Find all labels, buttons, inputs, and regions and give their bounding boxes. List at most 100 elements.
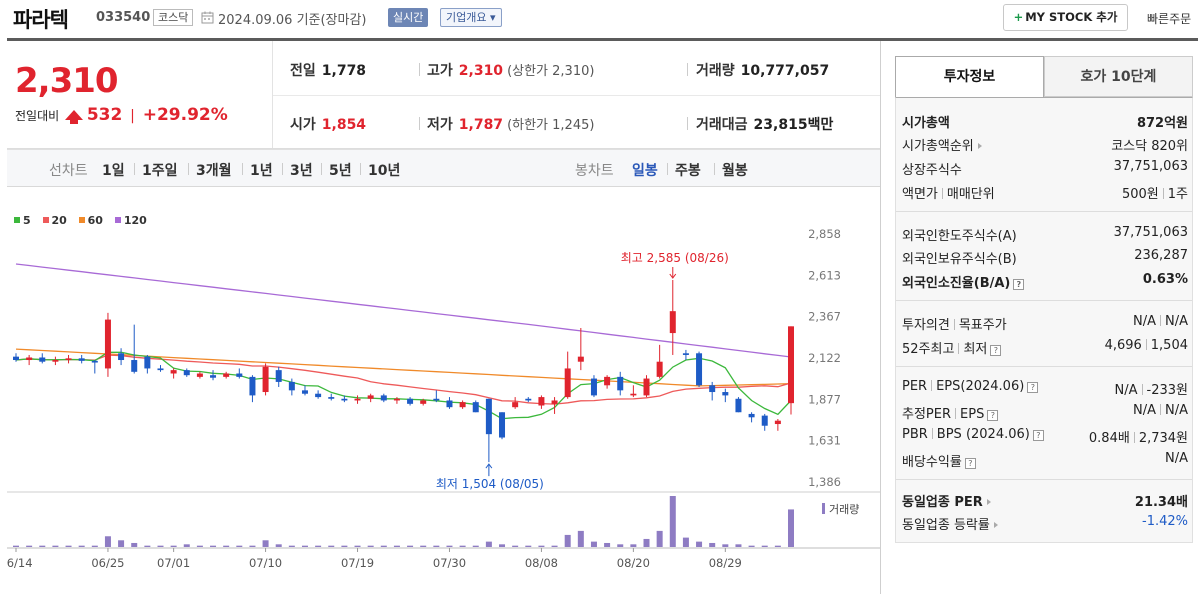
tab-divider (188, 163, 189, 175)
tab-divider (242, 163, 243, 175)
tab-10year[interactable]: 10년 (368, 163, 401, 179)
candle-body (118, 353, 125, 361)
help-icon[interactable]: ? (987, 410, 999, 421)
stock-header: 파라텍 033540 코스닥 2024.09.06 기준(장마감) 실시간 기업… (0, 0, 1198, 41)
company-name: 파라텍 (13, 8, 69, 32)
candle-body (788, 326, 794, 404)
legend-swatch (114, 217, 121, 223)
volume-bar (643, 538, 650, 547)
help-icon[interactable]: ? (990, 345, 1002, 356)
tab-orderbook[interactable]: 호가 10단계 (1044, 56, 1193, 97)
volume-bar (669, 496, 676, 547)
est-per-eps-value: N/A N/A (1133, 403, 1188, 418)
tab-investment-info[interactable]: 투자정보 (895, 56, 1044, 97)
volume-bar (525, 545, 532, 547)
volume-bar (39, 545, 46, 547)
market-cap-value: 872억원 (1136, 116, 1188, 131)
tab-monthly-candle[interactable]: 월봉 (722, 163, 748, 179)
help-icon[interactable]: ? (1032, 430, 1044, 441)
low-arrow-head (485, 463, 493, 469)
y-tick-label: 2,858 (808, 227, 841, 241)
x-tick-label: 07/01 (157, 556, 190, 570)
volume-bar (774, 545, 781, 547)
header-divider (7, 38, 1198, 41)
x-tick-label: 06/25 (91, 556, 124, 570)
x-tick-label: 08/20 (617, 556, 650, 570)
inline-divider (1133, 432, 1135, 443)
est-per-eps-row: 추정PER EPS? N/A N/A (902, 403, 1188, 425)
tab-divider (134, 163, 135, 175)
help-icon[interactable]: ? (964, 458, 976, 469)
volume-bar (78, 545, 85, 547)
tab-3year[interactable]: 3년 (290, 163, 313, 179)
inline-divider (1141, 384, 1143, 395)
tab-1week[interactable]: 1주일 (142, 163, 178, 179)
52week-low-value: 1,504 (1150, 338, 1188, 353)
tab-1day[interactable]: 1일 (102, 163, 125, 179)
help-icon[interactable]: ? (1013, 279, 1025, 290)
caret-right-icon (986, 499, 991, 505)
tab-1year[interactable]: 1년 (250, 163, 273, 179)
help-icon[interactable]: ? (1027, 382, 1039, 393)
candle-body (210, 375, 217, 378)
volume-bar (236, 545, 243, 547)
candle-body (459, 402, 466, 408)
volume-bar (170, 545, 177, 547)
volume-bar (551, 545, 558, 547)
volume-bar (52, 545, 59, 547)
volume-bar (26, 545, 33, 547)
foreign-limit-value: 37,751,063 (1113, 225, 1188, 240)
prev-close-label: 전일 (290, 63, 316, 79)
volume-bar (590, 541, 597, 547)
volume-bar (262, 540, 269, 547)
candle-body (223, 373, 230, 377)
sector-per-label[interactable]: 동일업종 PER (902, 491, 991, 510)
moving-average-legend: 5 20 60 120 (14, 214, 155, 227)
tab-daily-candle[interactable]: 일봉 (632, 163, 658, 179)
tab-3month[interactable]: 3개월 (196, 163, 232, 179)
sector-change-label[interactable]: 동일업종 등락률 (902, 514, 998, 533)
candle-body (236, 373, 243, 377)
add-mystock-button[interactable]: + MY STOCK 추가 (1003, 4, 1128, 31)
price-divider (272, 41, 273, 148)
volume: 거래량 10,777,057 (696, 60, 829, 80)
est-eps-label: EPS (960, 407, 985, 422)
candle-body (315, 393, 322, 398)
volume-bar (485, 541, 492, 547)
tab-divider (714, 163, 715, 175)
candle-body (393, 398, 400, 401)
stock-chart[interactable]: 2,858 2,613 2,367 2,122 1,877 1,631 1,386 거래량 06… (7, 187, 880, 594)
tab-5year[interactable]: 5년 (329, 163, 352, 179)
candle-body (144, 356, 151, 369)
high-value: 2,310 (458, 63, 504, 79)
bps-label: BPS (2024.06) (936, 427, 1030, 442)
volume-legend-swatch (822, 503, 825, 514)
foreign-limit-row: 외국인한도주식수(A) 37,751,063 (902, 225, 1188, 247)
par-unit-row: 액면가 매매단위 500원 1주 (902, 183, 1188, 205)
tab-weekly-candle[interactable]: 주봉 (675, 163, 701, 179)
candle-body (709, 385, 716, 393)
candle-body (104, 319, 111, 369)
company-overview-dropdown[interactable]: 기업개요 ▾ (440, 8, 502, 27)
candle-body (499, 412, 506, 438)
market-cap-rank-label[interactable]: 시가총액순위 (902, 135, 982, 154)
unit-label: 매매단위 (946, 187, 995, 202)
volume-label: 거래량 (829, 503, 859, 516)
ma60-legend: 60 (78, 214, 103, 227)
opinion-label: 투자의견 목표주가 (902, 314, 1007, 333)
volume-bar (91, 545, 98, 547)
inline-divider (941, 188, 943, 199)
volume-bar (617, 544, 624, 547)
quick-order-link[interactable]: 빠른주문 (1147, 12, 1192, 26)
candle-body (26, 357, 33, 361)
candle-body (367, 395, 374, 399)
realtime-button[interactable]: 실시간 (388, 8, 429, 27)
column-divider (687, 63, 688, 76)
candle-body (643, 378, 650, 396)
high-annotation: 최고 2,585 (08/26) (621, 251, 729, 265)
opinion-value: N/A N/A (1133, 314, 1188, 329)
candle-body (341, 398, 348, 401)
legend-label: 120 (123, 214, 147, 227)
trade-amount: 거래대금 23,815백만 (696, 114, 833, 134)
est-per-label: 추정PER (902, 407, 952, 422)
